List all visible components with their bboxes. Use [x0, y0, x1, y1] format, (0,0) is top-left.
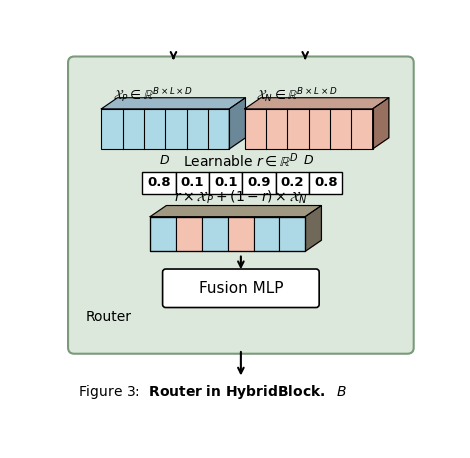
Polygon shape: [243, 172, 276, 194]
Text: 0.8: 0.8: [314, 176, 337, 189]
Polygon shape: [176, 172, 209, 194]
Polygon shape: [253, 217, 279, 251]
Polygon shape: [150, 217, 176, 251]
Text: 0.1: 0.1: [180, 176, 204, 189]
FancyBboxPatch shape: [68, 56, 414, 354]
Polygon shape: [176, 217, 202, 251]
Text: $D$: $D$: [159, 153, 171, 167]
Text: Router: Router: [86, 310, 132, 324]
Polygon shape: [309, 172, 343, 194]
Text: 0.9: 0.9: [247, 176, 271, 189]
Polygon shape: [102, 98, 245, 109]
Polygon shape: [305, 206, 321, 251]
Polygon shape: [209, 172, 243, 194]
FancyBboxPatch shape: [163, 269, 319, 307]
Polygon shape: [142, 172, 176, 194]
Polygon shape: [229, 98, 245, 149]
Text: $\mathcal{X}_P \in \mathbb{R}^{B \times L \times D}$: $\mathcal{X}_P \in \mathbb{R}^{B \times …: [113, 86, 193, 105]
Polygon shape: [102, 109, 229, 149]
Text: 0.1: 0.1: [214, 176, 237, 189]
Polygon shape: [227, 217, 253, 251]
Text: 0.2: 0.2: [281, 176, 304, 189]
Text: Learnable $r \in \mathbb{R}^{D}$: Learnable $r \in \mathbb{R}^{D}$: [183, 151, 299, 169]
Text: 0.8: 0.8: [147, 176, 171, 189]
Polygon shape: [373, 98, 389, 149]
Polygon shape: [279, 217, 305, 251]
Polygon shape: [276, 172, 309, 194]
Polygon shape: [245, 98, 389, 109]
Polygon shape: [150, 206, 321, 217]
Polygon shape: [202, 217, 227, 251]
Text: Fusion MLP: Fusion MLP: [199, 281, 283, 296]
Text: $D$: $D$: [303, 153, 314, 167]
Polygon shape: [245, 109, 373, 149]
Text: $\mathcal{X}_N \in \mathbb{R}^{B \times L \times D}$: $\mathcal{X}_N \in \mathbb{R}^{B \times …: [256, 86, 338, 105]
Text: $r \times \mathcal{X}_P + (1-r) \times \mathcal{X}_N$: $r \times \mathcal{X}_P + (1-r) \times \…: [174, 189, 308, 206]
Text: Figure 3:  $\mathbf{Router\ in\ HybridBlock.}$  $B$: Figure 3: $\mathbf{Router\ in\ HybridBlo…: [78, 383, 347, 401]
